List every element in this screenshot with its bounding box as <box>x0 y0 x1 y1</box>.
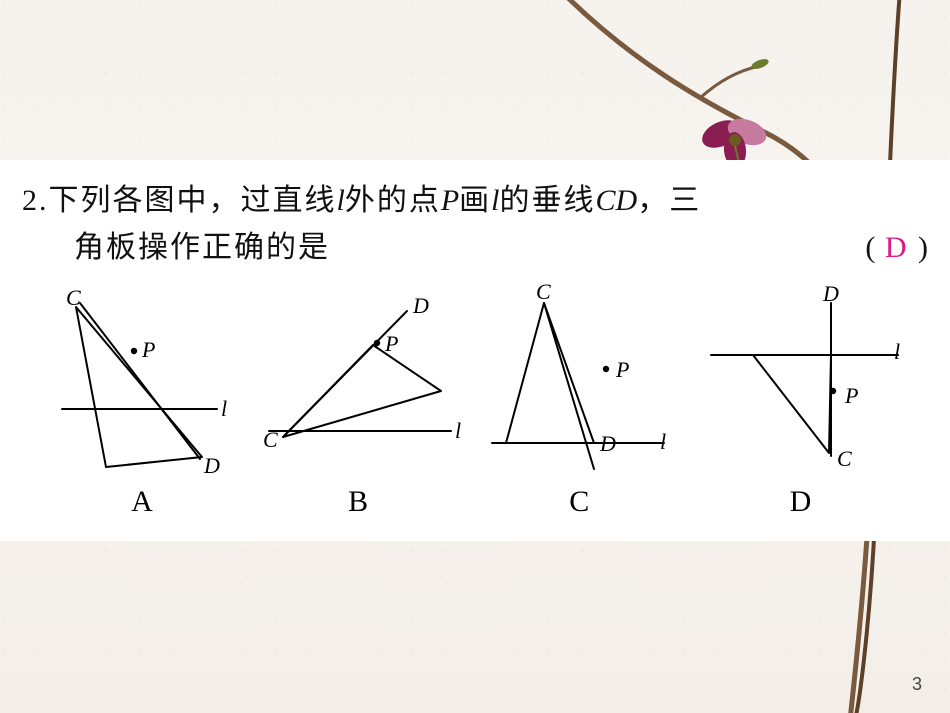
question-block: 2. 下列各图中，过直线 l 外的点 P 画 l 的垂线 CD ，三 角板操作正… <box>0 160 950 541</box>
diagram-D: CDPl D <box>693 281 908 519</box>
answer-paren: ( D ) <box>865 225 928 272</box>
svg-text:P: P <box>844 383 858 408</box>
diagram-C-svg: C D Pl <box>474 281 684 481</box>
svg-text:C: C <box>536 281 551 304</box>
svg-text:D: D <box>412 293 429 318</box>
svg-text:P: P <box>615 357 629 382</box>
diagram-C: C D Pl C <box>474 281 684 519</box>
question-number: 2. <box>22 178 49 225</box>
svg-text:C: C <box>263 427 278 452</box>
diagram-D-svg: C D Pl <box>693 281 908 481</box>
q-text-l: l <box>337 178 345 225</box>
q-text-2a: 角板操作正确的是 <box>74 225 330 272</box>
svg-text:D: D <box>203 453 220 478</box>
q-text-l2: l <box>491 178 499 225</box>
question-line-2: 角板操作正确的是 ( D ) <box>22 225 928 272</box>
diagram-A-label: A <box>42 485 242 519</box>
slide-number: 3 <box>912 674 922 695</box>
svg-text:P: P <box>384 331 398 356</box>
svg-text:D: D <box>822 281 839 306</box>
q-text-1e: ，三 <box>637 178 701 225</box>
paren-open: ( <box>865 231 875 264</box>
diagram-B-label: B <box>251 485 466 519</box>
svg-text:D: D <box>599 431 616 456</box>
q-text-1a: 下列各图中，过直线 <box>49 178 337 225</box>
svg-text:l: l <box>894 339 900 364</box>
q-text-1d: 的垂线 <box>500 178 596 225</box>
svg-text:C: C <box>66 285 81 310</box>
svg-text:P: P <box>141 337 155 362</box>
svg-text:l: l <box>221 396 227 421</box>
svg-text:C: C <box>837 446 852 471</box>
q-text-P: P <box>441 178 459 225</box>
q-text-1b: 外的点 <box>345 178 441 225</box>
diagram-A: C D Pl A <box>42 281 242 519</box>
answer-letter: D <box>885 231 918 264</box>
diagram-A-svg: C D Pl <box>42 281 242 481</box>
q-text-CD: CD <box>596 178 638 225</box>
paren-close: ) <box>918 231 928 264</box>
diagram-D-label: D <box>693 485 908 519</box>
diagram-C-label: C <box>474 485 684 519</box>
q-text-1c: 画 <box>459 178 491 225</box>
diagram-B: C DPl B <box>251 281 466 519</box>
svg-text:l: l <box>455 418 461 443</box>
question-line-1: 2. 下列各图中，过直线 l 外的点 P 画 l 的垂线 CD ，三 <box>22 178 928 225</box>
diagram-B-svg: C DPl <box>251 281 466 481</box>
svg-text:l: l <box>660 429 666 454</box>
diagram-row: CDPl A CDPl B CDPl C CDPl D <box>22 281 928 519</box>
